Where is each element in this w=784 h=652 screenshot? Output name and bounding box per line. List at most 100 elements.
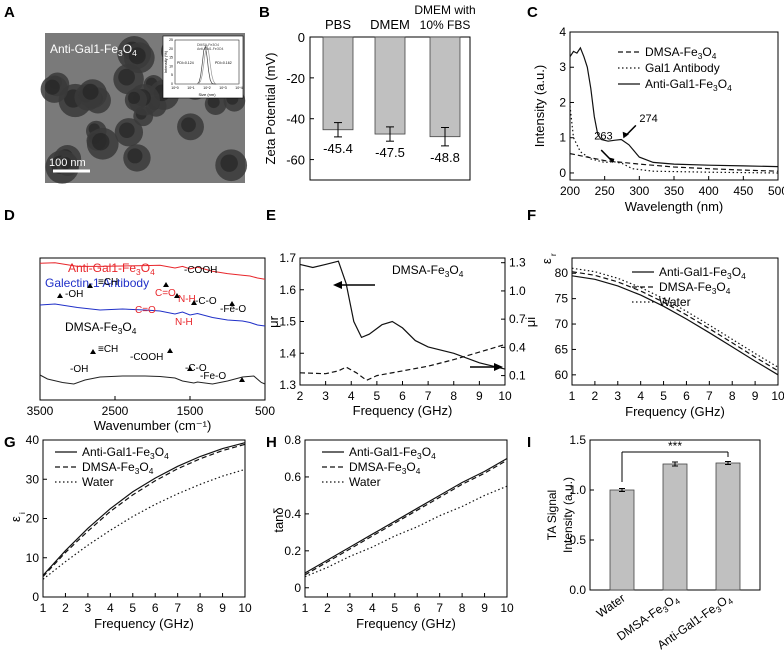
panel-label: H bbox=[266, 434, 277, 451]
arrowhead bbox=[607, 157, 615, 164]
arrowhead bbox=[333, 281, 342, 289]
series-line-0 bbox=[304, 457, 508, 574]
y-tick-label: 0.4 bbox=[284, 507, 301, 521]
series-line-2 bbox=[304, 485, 508, 578]
inset-frame bbox=[174, 39, 240, 85]
y-tick-label: 1.5 bbox=[569, 433, 586, 447]
y-tick-label: -20 bbox=[286, 71, 305, 86]
x-axis-label: Frequency (GHz) bbox=[356, 616, 456, 631]
y-axis-label: Intensity (a.u.) bbox=[532, 65, 547, 147]
y-tick-label-right: 1.3 bbox=[509, 256, 526, 270]
arrowhead bbox=[622, 131, 629, 139]
inset-y-label: Intensity (%) bbox=[163, 50, 168, 73]
x-tick-label: 1500 bbox=[177, 404, 204, 418]
series-line-0 bbox=[42, 442, 246, 576]
x-tick-label: 500 bbox=[768, 184, 784, 198]
series-line-0 bbox=[571, 275, 779, 376]
y-tick-label: 1.7 bbox=[279, 251, 296, 265]
annotation-label: -Fe-O bbox=[200, 371, 226, 382]
category-label: Water bbox=[594, 591, 628, 621]
panel-label: E bbox=[266, 207, 276, 224]
y-axis-label: Zeta Potential (mV) bbox=[263, 53, 278, 165]
annotation-label: -C-O bbox=[185, 363, 207, 374]
category-label: DMEM with bbox=[414, 3, 475, 17]
y-tick-label: -60 bbox=[286, 153, 305, 168]
nanoparticle-core bbox=[44, 79, 60, 95]
panel-label: I bbox=[527, 434, 531, 451]
bar bbox=[322, 36, 354, 131]
x-tick-label: 2 bbox=[297, 389, 304, 403]
y-axis-label: ε bbox=[8, 516, 23, 522]
x-tick-label: 350 bbox=[664, 184, 684, 198]
annotation-label: ≡CH bbox=[98, 277, 118, 288]
x-tick-label: 2 bbox=[324, 601, 331, 615]
peak-marker bbox=[191, 300, 197, 305]
y-tick-label: 0.6 bbox=[284, 470, 301, 484]
y-tick-label: 30 bbox=[26, 472, 40, 486]
series-line-mu-r bbox=[299, 260, 506, 370]
y-tick-label-right: 0.4 bbox=[509, 340, 526, 354]
inset-annotation: PDI=0.124 bbox=[177, 61, 194, 65]
peak-marker bbox=[174, 293, 180, 298]
y-tick-label-right: 0.7 bbox=[509, 312, 526, 326]
peak-marker bbox=[87, 283, 93, 288]
legend-entry: Anti-Gal1-Fe3O4​ bbox=[645, 77, 732, 93]
category-label: DMEM bbox=[370, 17, 410, 32]
y-tick-label: 0.8 bbox=[284, 433, 301, 447]
significance-label: *** bbox=[668, 439, 682, 453]
y-axis-label-sub: r bbox=[549, 253, 558, 256]
y-tick-label: 1.3 bbox=[279, 378, 296, 392]
y-tick-label: 20 bbox=[26, 512, 40, 526]
x-tick-label: 8 bbox=[459, 601, 466, 615]
legend-entry: Anti-Gal1-Fe3O4​ bbox=[82, 445, 169, 461]
x-tick-label: 1 bbox=[40, 601, 47, 615]
annotation-label: -Fe-O bbox=[220, 304, 246, 315]
y-tick-label: 4 bbox=[559, 25, 566, 39]
annotation-label: 263 bbox=[594, 130, 612, 142]
legend-entry: Water bbox=[349, 475, 381, 489]
nanoparticle-core bbox=[181, 117, 196, 133]
legend-entry: Galectin-1 Antibody bbox=[45, 276, 149, 290]
y-tick-label: 0 bbox=[32, 590, 39, 604]
category-label: PBS bbox=[325, 17, 351, 32]
y-tick-label: 10 bbox=[26, 551, 40, 565]
spectrum-line-1 bbox=[39, 303, 266, 327]
peak-marker bbox=[187, 366, 193, 371]
nanoparticle-core bbox=[207, 96, 220, 109]
x-tick-label: 9 bbox=[481, 601, 488, 615]
x-tick-label: 6 bbox=[152, 601, 159, 615]
y-axis-label-sub: i bbox=[18, 512, 27, 514]
nanoparticle-core bbox=[127, 148, 143, 164]
x-tick-label: 500 bbox=[255, 404, 275, 418]
plot-frame bbox=[571, 257, 779, 386]
y-tick-label: 1.6 bbox=[279, 283, 296, 297]
y-tick-label: 70 bbox=[555, 317, 569, 331]
x-axis-label: Wavenumber (cm⁻¹) bbox=[94, 418, 212, 433]
inset-y-tick: 0 bbox=[171, 82, 173, 86]
peak-marker bbox=[229, 301, 235, 306]
category-label: 10% FBS bbox=[420, 18, 471, 32]
y-tick-label: -40 bbox=[286, 112, 305, 127]
x-tick-label: 10 bbox=[498, 389, 512, 403]
y-tick-label: 0 bbox=[294, 581, 301, 595]
legend-entry: DMSA-Fe3O4​ bbox=[349, 460, 421, 476]
x-tick-label: 1 bbox=[569, 389, 576, 403]
x-tick-label: 3 bbox=[85, 601, 92, 615]
inset-y-tick: 5 bbox=[171, 73, 173, 77]
series-line-1 bbox=[42, 443, 246, 578]
x-tick-label: 4 bbox=[369, 601, 376, 615]
y-tick-label: 0 bbox=[298, 30, 305, 45]
inset-x-tick: 10^2 bbox=[203, 86, 211, 90]
y-tick-label: 1.5 bbox=[279, 315, 296, 329]
x-axis-label: Frequency (GHz) bbox=[625, 404, 725, 419]
annotation-label: N-H bbox=[175, 317, 193, 328]
x-tick-label: 7 bbox=[174, 601, 181, 615]
nanoparticle-core bbox=[128, 47, 146, 65]
image-label: Anti-Gal1-Fe3O4​ bbox=[50, 42, 137, 58]
x-tick-label: 8 bbox=[729, 389, 736, 403]
x-tick-label: 4 bbox=[637, 389, 644, 403]
inset-x-label: Size (nm) bbox=[198, 92, 216, 97]
x-axis-label: Frequency (GHz) bbox=[94, 616, 194, 631]
panel-label: A bbox=[4, 4, 15, 21]
